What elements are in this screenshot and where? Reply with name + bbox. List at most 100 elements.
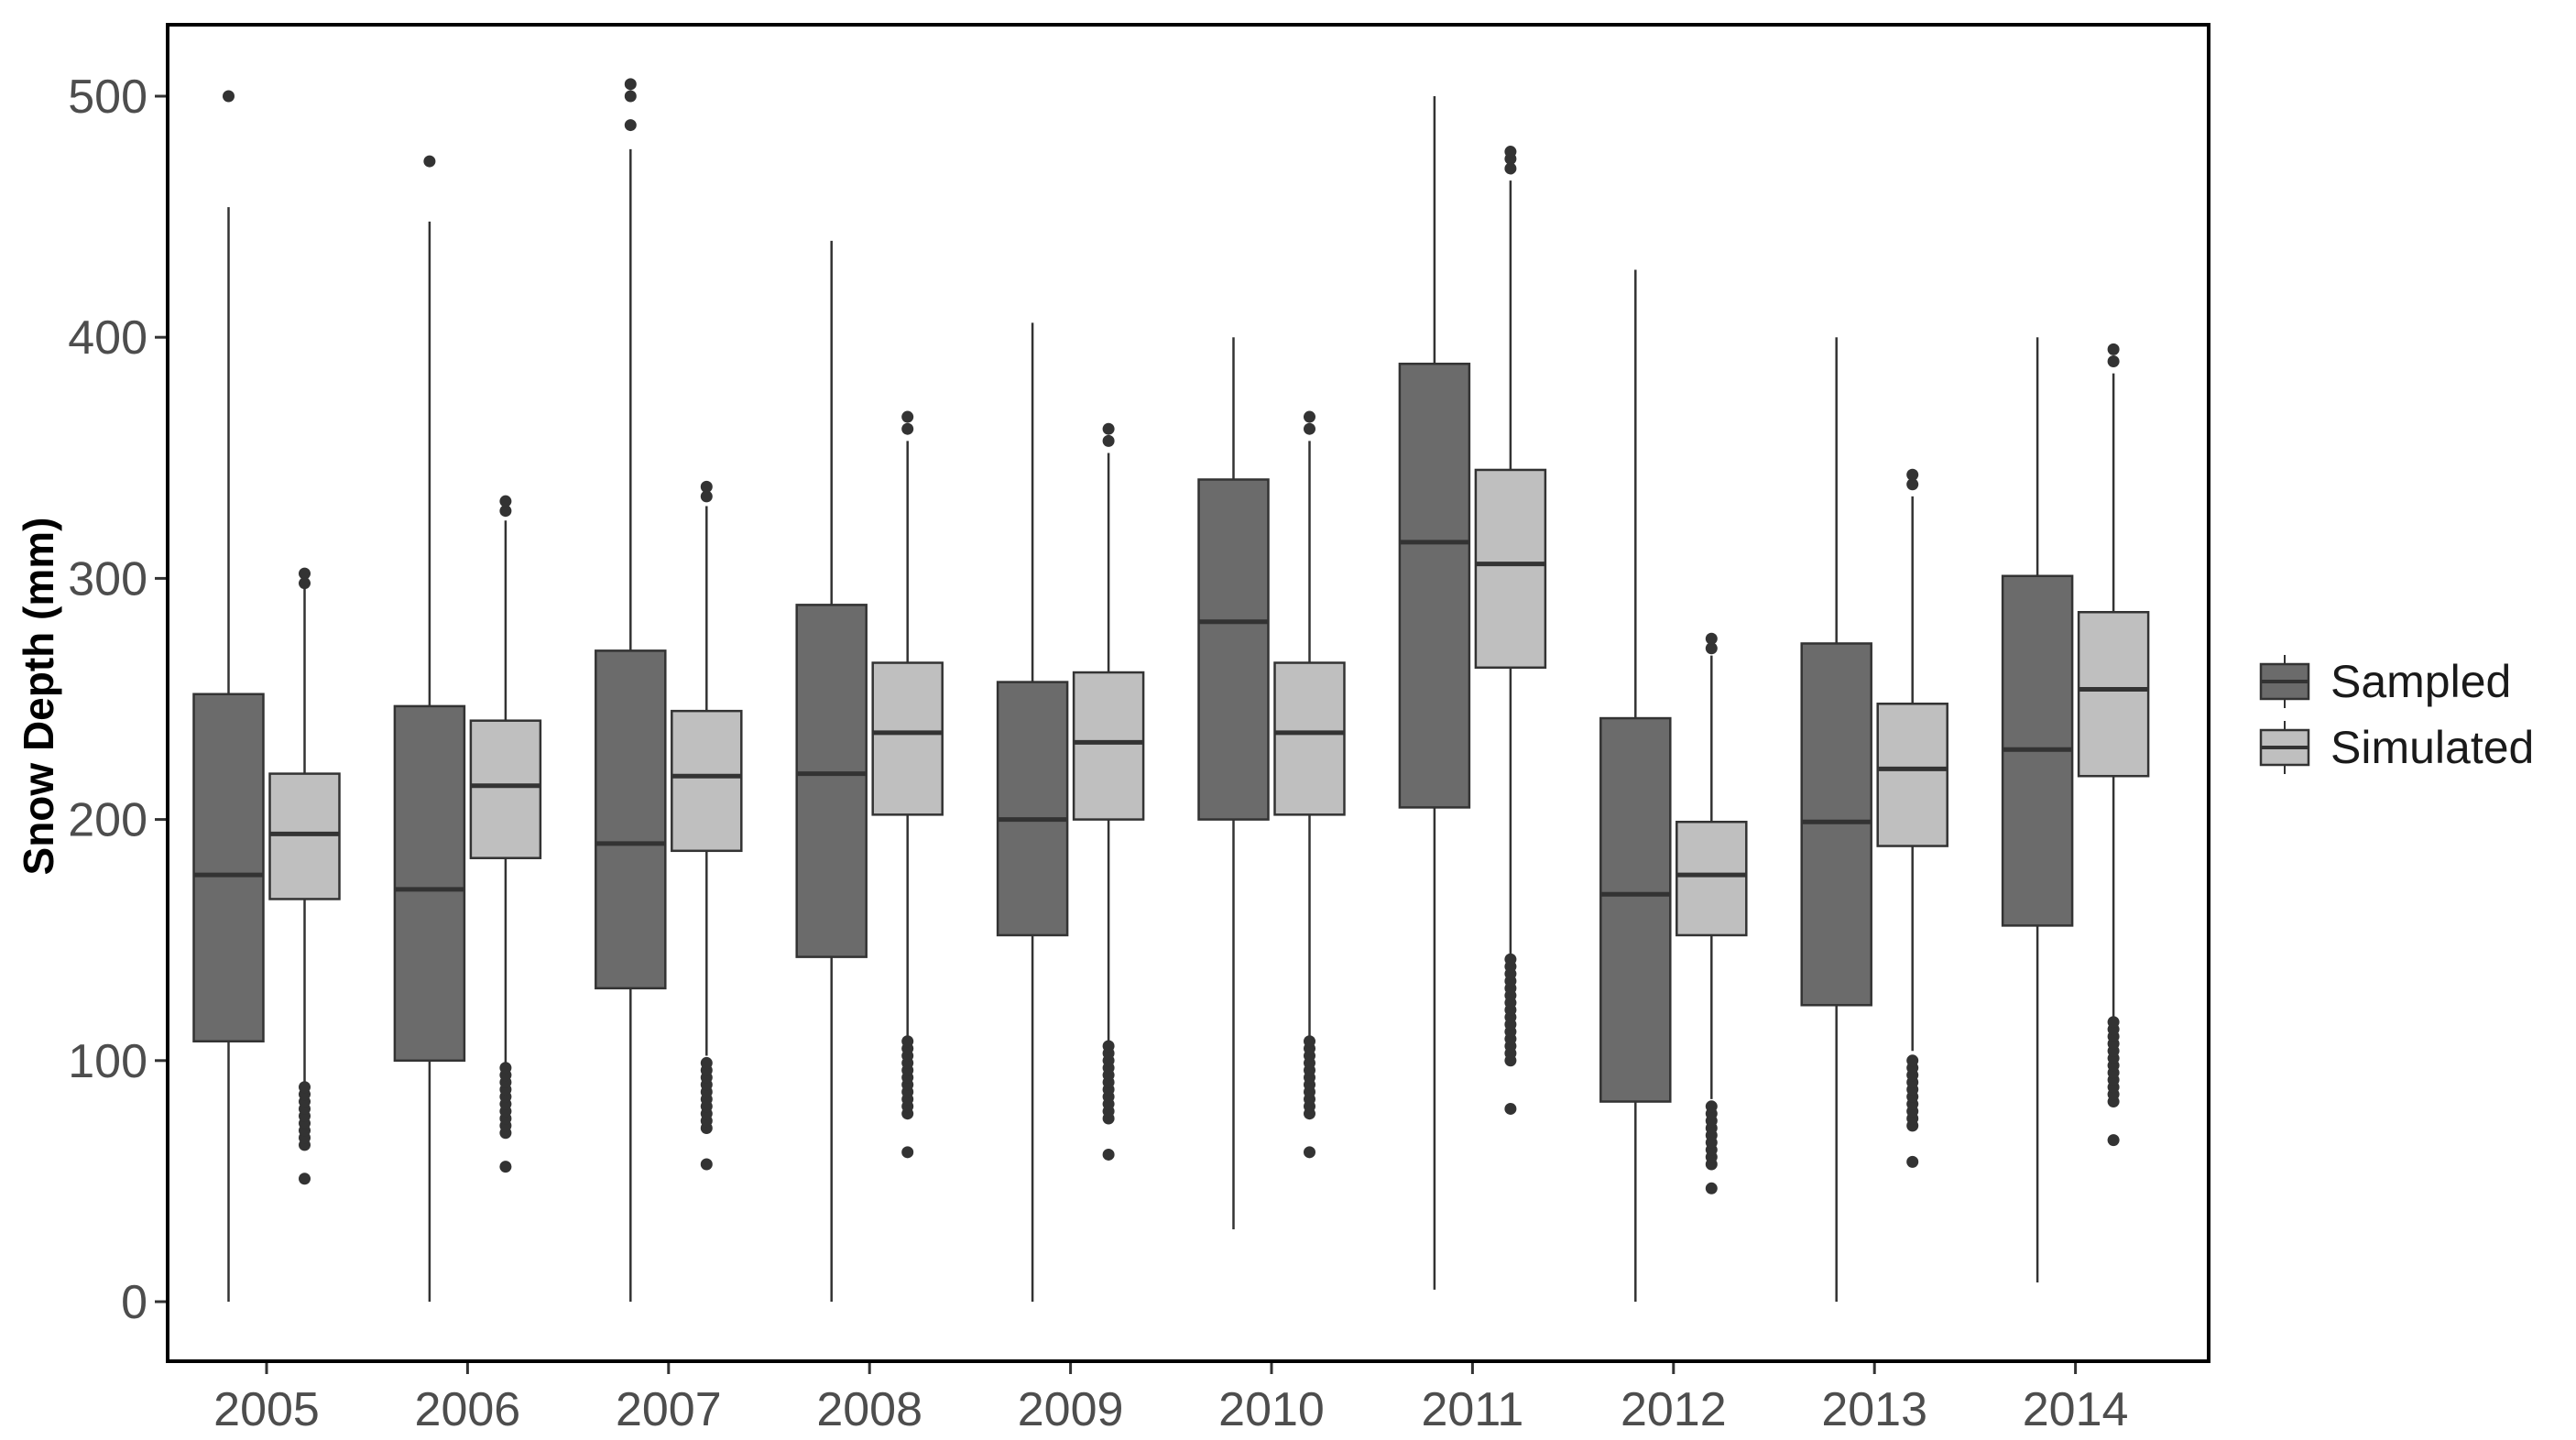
box-sampled-2007 <box>595 78 667 1302</box>
series-sampled <box>192 78 2074 1302</box>
y-tick-label: 400 <box>68 311 147 365</box>
outlier-point <box>2107 1134 2120 1147</box>
box-sampled-2010 <box>1197 337 1270 1230</box>
outlier-point <box>1906 468 1919 481</box>
legend-key-sampled <box>2259 655 2310 708</box>
outlier-point <box>499 1161 512 1173</box>
box-sampled-2012 <box>1599 269 1672 1302</box>
outlier-point <box>700 480 713 493</box>
x-tick-label: 2009 <box>1018 1383 1124 1436</box>
box-simulated-2008 <box>871 410 944 1159</box>
x-tick-label: 2014 <box>2023 1383 2129 1436</box>
outlier-point <box>299 1081 311 1094</box>
outlier-point <box>624 119 637 132</box>
iqr-box <box>192 693 265 1042</box>
iqr-box <box>1072 671 1145 821</box>
outlier-point <box>1906 1155 1919 1168</box>
outlier-point <box>1504 1102 1517 1115</box>
outlier-point <box>901 422 914 435</box>
outlier-point <box>1705 1100 1718 1113</box>
outlier-point <box>1102 1148 1115 1161</box>
box-sampled-2013 <box>1800 337 1872 1302</box>
outlier-point <box>1504 146 1517 158</box>
plot-panel-border <box>166 23 2210 1363</box>
iqr-box <box>871 661 944 816</box>
box-sampled-2008 <box>795 240 868 1302</box>
box-simulated-2007 <box>671 480 743 1171</box>
outlier-point <box>1504 162 1517 175</box>
y-axis-title-group: Snow Depth (mm) <box>15 518 62 876</box>
box-simulated-2005 <box>268 567 341 1185</box>
x-tick-label: 2006 <box>415 1383 521 1436</box>
iqr-box <box>2077 610 2150 778</box>
outlier-point <box>1504 953 1517 965</box>
box-simulated-2012 <box>1675 632 1748 1195</box>
outlier-point <box>299 1173 311 1185</box>
x-tick-label: 2008 <box>816 1383 922 1436</box>
iqr-box <box>1197 478 1270 821</box>
axis-ticks: 0 100 200 300 400 500 2005 2006 2007 2008 2009 2010… <box>68 71 2128 1436</box>
outlier-point <box>901 1035 914 1048</box>
x-tick-label: 2012 <box>1621 1383 1727 1436</box>
iqr-box <box>469 719 542 859</box>
iqr-box <box>1876 703 1948 847</box>
outlier-point <box>624 90 637 103</box>
iqr-box <box>1273 661 1346 816</box>
box-simulated-2010 <box>1273 410 1346 1159</box>
x-tick-label: 2007 <box>616 1383 722 1436</box>
outlier-point <box>1102 422 1115 435</box>
y-axis-title: Snow Depth (mm) <box>15 518 62 876</box>
outlier-point <box>1304 1146 1315 1159</box>
outlier-point <box>223 90 235 103</box>
x-tick-label: 2013 <box>1821 1383 1927 1436</box>
iqr-box <box>1398 362 1471 809</box>
plot-marks <box>192 78 2150 1302</box>
outlier-point <box>901 1146 914 1159</box>
box-sampled-2009 <box>996 322 1069 1302</box>
legend: Sampled Simulated <box>2259 655 2534 774</box>
y-tick-label: 500 <box>68 71 147 124</box>
outlier-point <box>624 78 637 91</box>
outlier-point <box>2107 1016 2120 1029</box>
y-tick-label: 0 <box>121 1276 147 1329</box>
outlier-point <box>1705 1182 1718 1195</box>
iqr-box <box>393 704 466 1063</box>
outlier-point <box>299 577 311 590</box>
box-simulated-2011 <box>1474 146 1547 1115</box>
y-tick-label: 300 <box>68 552 147 605</box>
box-sampled-2005 <box>192 90 265 1302</box>
outlier-point <box>1102 1040 1115 1053</box>
x-tick-label: 2005 <box>213 1383 320 1436</box>
outlier-point <box>2107 343 2120 355</box>
iqr-box <box>595 649 667 990</box>
iqr-box <box>268 772 341 900</box>
outlier-point <box>700 1158 713 1171</box>
iqr-box <box>1599 716 1672 1103</box>
outlier-point <box>423 155 436 168</box>
box-simulated-2006 <box>469 495 542 1173</box>
outlier-point <box>901 410 914 423</box>
x-tick-label: 2010 <box>1218 1383 1325 1436</box>
outlier-point <box>2107 355 2120 368</box>
iqr-box <box>1800 642 1872 1007</box>
outlier-point <box>299 567 311 580</box>
y-tick-label: 200 <box>68 794 147 847</box>
iqr-box <box>1474 468 1547 670</box>
outlier-point <box>1906 1054 1919 1067</box>
iqr-box <box>671 709 743 853</box>
box-simulated-2013 <box>1876 468 1948 1168</box>
box-simulated-2009 <box>1072 422 1145 1161</box>
outlier-point <box>1304 1035 1315 1048</box>
x-tick-label: 2011 <box>1421 1383 1523 1436</box>
outlier-point <box>1705 642 1718 655</box>
outlier-point <box>499 505 512 518</box>
outlier-point <box>1906 478 1919 491</box>
iqr-box <box>1675 820 1748 937</box>
series-simulated <box>268 146 2150 1195</box>
outlier-point <box>700 490 713 503</box>
iqr-box <box>996 681 1069 937</box>
outlier-point <box>499 1062 512 1075</box>
box-simulated-2014 <box>2077 343 2150 1147</box>
legend-label-simulated: Simulated <box>2330 722 2534 773</box>
